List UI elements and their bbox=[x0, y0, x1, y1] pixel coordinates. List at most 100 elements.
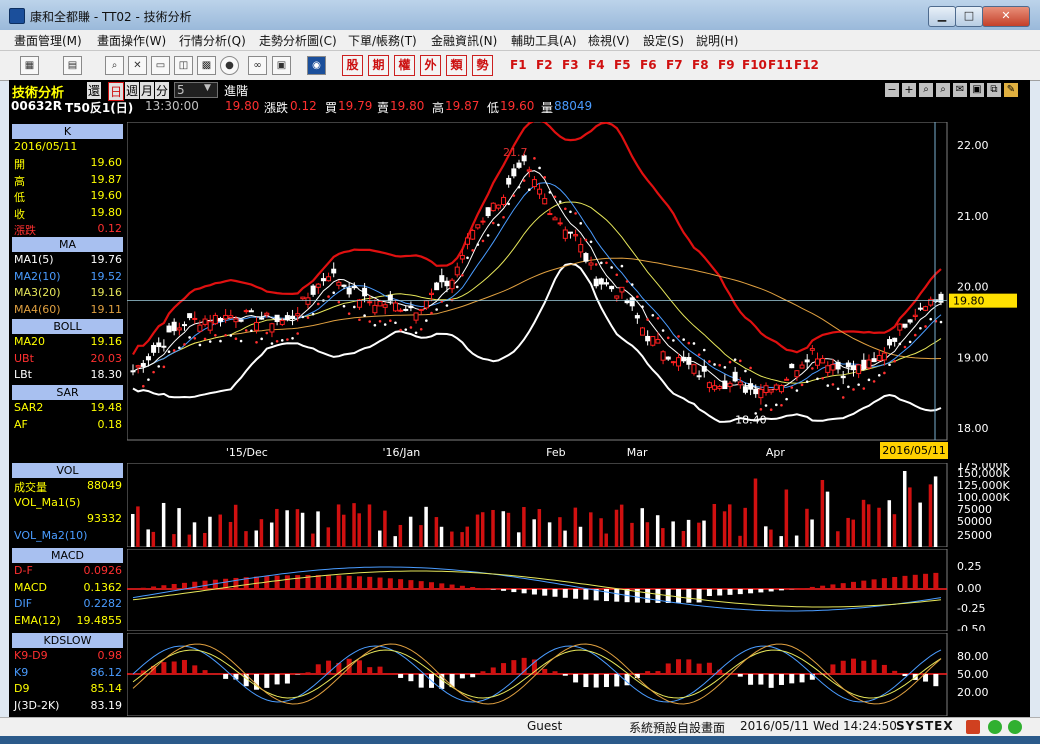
save-icon[interactable]: ▣ bbox=[970, 83, 984, 97]
menu-tools[interactable]: 輔助工具(A) bbox=[511, 34, 577, 48]
menu-help[interactable]: 說明(H) bbox=[696, 34, 739, 48]
candle-body bbox=[820, 357, 826, 364]
f4-key[interactable]: F4 bbox=[588, 58, 605, 72]
volume-bar bbox=[902, 470, 907, 547]
candle-body bbox=[310, 285, 316, 295]
f11-key[interactable]: F11 bbox=[768, 58, 793, 72]
minimize-button[interactable]: ▁ bbox=[928, 6, 956, 27]
candle-body bbox=[495, 204, 501, 209]
category-button[interactable]: 類 bbox=[446, 55, 467, 76]
zoom-in-icon[interactable]: ⌕ bbox=[936, 83, 950, 97]
volume-bar bbox=[563, 530, 567, 547]
split-icon[interactable]: ◫ bbox=[174, 56, 193, 75]
settings-icon[interactable]: ✎ bbox=[1004, 83, 1018, 97]
kd-panel-header[interactable]: KDSLOW bbox=[12, 633, 123, 648]
f12-key[interactable]: F12 bbox=[794, 58, 819, 72]
menu-orders[interactable]: 下單/帳務(T) bbox=[348, 34, 417, 48]
minus-icon[interactable]: − bbox=[885, 83, 899, 97]
menu-trend-chart[interactable]: 走勢分析圖(C) bbox=[259, 34, 337, 48]
zoom-icon[interactable]: ⌕ bbox=[105, 56, 124, 75]
candle-body bbox=[542, 198, 548, 205]
period-week[interactable]: 週 bbox=[125, 82, 140, 99]
menu-screen-manage[interactable]: 畫面管理(M) bbox=[14, 34, 82, 48]
volume-bar bbox=[753, 478, 758, 547]
y-tick-label: 20.00 bbox=[957, 686, 989, 699]
printer-icon[interactable]: ▤ bbox=[63, 56, 82, 75]
kd-bar bbox=[696, 663, 702, 674]
candle-body bbox=[845, 362, 851, 368]
period-select[interactable]: 5 bbox=[174, 82, 218, 98]
maximize-button[interactable]: □ bbox=[955, 6, 983, 27]
k-line bbox=[132, 645, 942, 703]
volume-bar bbox=[218, 514, 222, 547]
kd-bar bbox=[737, 674, 743, 677]
plus-icon[interactable]: + bbox=[902, 83, 916, 97]
y-tick-label: 25000 bbox=[957, 529, 992, 542]
menu-finance-info[interactable]: 金融資訊(N) bbox=[431, 34, 498, 48]
period-day[interactable]: 日 bbox=[108, 82, 125, 101]
candle-body bbox=[377, 300, 383, 307]
window-icon[interactable]: ▭ bbox=[151, 56, 170, 75]
f6-key[interactable]: F6 bbox=[640, 58, 657, 72]
menu-settings[interactable]: 設定(S) bbox=[643, 34, 684, 48]
logo-icon[interactable]: ◉ bbox=[307, 56, 326, 75]
macd-bar bbox=[851, 581, 857, 589]
f2-key[interactable]: F2 bbox=[536, 58, 553, 72]
close-icon[interactable] bbox=[966, 720, 980, 734]
period-minute[interactable]: 分 bbox=[155, 82, 170, 99]
options-button[interactable]: 權 bbox=[394, 55, 415, 76]
f5-key[interactable]: F5 bbox=[614, 58, 631, 72]
doc-icon[interactable]: ▣ bbox=[272, 56, 291, 75]
futures-button[interactable]: 期 bbox=[368, 55, 389, 76]
k-panel-header[interactable]: K bbox=[12, 124, 123, 139]
chevron-down-icon[interactable]: ▼ bbox=[204, 83, 211, 93]
sar-dot bbox=[430, 311, 433, 315]
menu-view[interactable]: 檢視(V) bbox=[588, 34, 630, 48]
globe-icon[interactable]: ● bbox=[220, 56, 239, 75]
k-row-value: 19.87 bbox=[90, 172, 123, 186]
trend-button[interactable]: 勢 bbox=[472, 55, 493, 76]
volume-bar bbox=[285, 510, 289, 547]
close-button[interactable]: ✕ bbox=[982, 6, 1030, 27]
f10-key[interactable]: F10 bbox=[742, 58, 767, 72]
candle-body bbox=[439, 275, 445, 283]
y-tick-label: 50.00 bbox=[957, 668, 989, 681]
restore-button[interactable]: 還 bbox=[87, 82, 101, 99]
stock-button[interactable]: 股 bbox=[342, 55, 363, 76]
copy-icon[interactable]: ⧉ bbox=[987, 83, 1001, 97]
ma-panel-header[interactable]: MA bbox=[12, 237, 123, 252]
period-month[interactable]: 月 bbox=[140, 82, 155, 99]
sar-panel-header[interactable]: SAR bbox=[12, 385, 123, 400]
vol-panel-header[interactable]: VOL bbox=[12, 463, 123, 478]
cross-icon[interactable]: ✕ bbox=[128, 56, 147, 75]
volume-bar bbox=[928, 484, 933, 547]
candle-body bbox=[567, 231, 573, 234]
ma-row-value: 19.16 bbox=[90, 286, 123, 299]
chart-icon[interactable]: ▦ bbox=[20, 56, 39, 75]
grid-icon[interactable]: ▩ bbox=[197, 56, 216, 75]
f9-key[interactable]: F9 bbox=[718, 58, 735, 72]
message-icon[interactable]: ✉ bbox=[953, 83, 967, 97]
advanced-mode[interactable]: 進階 bbox=[224, 84, 249, 98]
sar-dot bbox=[316, 302, 320, 306]
macd-bar bbox=[501, 589, 507, 591]
candle-body bbox=[398, 309, 404, 312]
f7-key[interactable]: F7 bbox=[666, 58, 683, 72]
f1-key[interactable]: F1 bbox=[510, 58, 527, 72]
f8-key[interactable]: F8 bbox=[692, 58, 709, 72]
macd-panel-header[interactable]: MACD bbox=[12, 548, 123, 563]
menu-quote-analysis[interactable]: 行情分析(Q) bbox=[179, 34, 246, 48]
sar-dot bbox=[183, 343, 186, 346]
sar-dot bbox=[332, 291, 336, 295]
boll-panel-header[interactable]: BOLL bbox=[12, 319, 123, 334]
x-tick-label: Mar bbox=[627, 446, 648, 459]
foreign-button[interactable]: 外 bbox=[420, 55, 441, 76]
menu-screen-ops[interactable]: 畫面操作(W) bbox=[97, 34, 167, 48]
sar-dot bbox=[522, 179, 526, 182]
macd-bar bbox=[758, 589, 764, 593]
volume-bar bbox=[661, 528, 665, 547]
sar-dot bbox=[404, 328, 408, 331]
link-icon[interactable]: ∞ bbox=[248, 56, 267, 75]
zoom-out-icon[interactable]: ⌕ bbox=[919, 83, 933, 97]
f3-key[interactable]: F3 bbox=[562, 58, 579, 72]
